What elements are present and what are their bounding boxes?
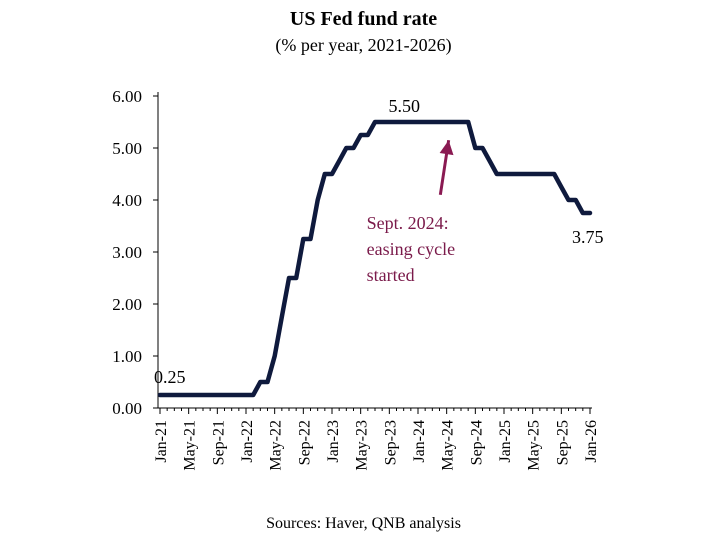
x-tick-label: Jan-26 bbox=[583, 420, 600, 463]
annotation-arrow-head bbox=[439, 140, 454, 156]
annotation-label: 5.50 bbox=[389, 96, 421, 116]
fed-fund-rate-line bbox=[157, 119, 593, 398]
chart-source: Sources: Haver, QNB analysis bbox=[266, 515, 461, 532]
x-tick-label: Sep-25 bbox=[554, 420, 571, 465]
x-tick-label: Jan-22 bbox=[239, 420, 256, 463]
y-tick-label: 4.00 bbox=[112, 191, 142, 210]
y-tick-label: 3.00 bbox=[112, 243, 142, 262]
x-tick-label: Sep-24 bbox=[468, 420, 485, 465]
series bbox=[157, 119, 593, 398]
y-tick-label: 1.00 bbox=[112, 347, 142, 366]
y-tick-label: 6.00 bbox=[112, 87, 142, 106]
annotation-label: 3.75 bbox=[572, 227, 604, 247]
x-tick-label: May-24 bbox=[440, 420, 457, 471]
x-tick-label: Sep-22 bbox=[296, 420, 313, 465]
annotations: 0.25 5.50 3.75 Sept. 2024: easing cycle start… bbox=[154, 96, 604, 387]
x-tick-label: Jan-21 bbox=[153, 420, 170, 463]
annotation-label: Sept. 2024: bbox=[367, 213, 449, 233]
x-tick-label: May-22 bbox=[268, 420, 285, 471]
y-tick-label: 0.00 bbox=[112, 399, 142, 418]
x-tick-label: May-23 bbox=[354, 420, 371, 471]
x-tick-label: Jan-23 bbox=[325, 420, 342, 463]
y-tick-label: 5.00 bbox=[112, 139, 142, 158]
x-tick-label: May-21 bbox=[182, 420, 199, 471]
annotation-label: 0.25 bbox=[154, 367, 186, 387]
x-tick-label: Jan-25 bbox=[497, 420, 514, 463]
y-axis: 0.00 1.00 2.00 3.00 4.00 5.00 6.00 bbox=[112, 87, 159, 418]
y-tick-label: 2.00 bbox=[112, 295, 142, 314]
annotation-label: easing cycle bbox=[367, 239, 455, 259]
chart-title: US Fed fund rate bbox=[289, 8, 438, 30]
chart-subtitle: (% per year, 2021-2026) bbox=[275, 35, 452, 55]
x-axis: Jan-21 May-21 Sep-21 Jan-22 May-22 Sep-22 Jan-… bbox=[153, 407, 600, 471]
x-tick-label: Sep-23 bbox=[382, 420, 399, 465]
x-tick-label: Jan-24 bbox=[411, 420, 428, 463]
x-tick-label: May-25 bbox=[526, 420, 543, 471]
x-tick-label: Sep-21 bbox=[210, 420, 227, 465]
annotation-label: started bbox=[367, 265, 415, 285]
